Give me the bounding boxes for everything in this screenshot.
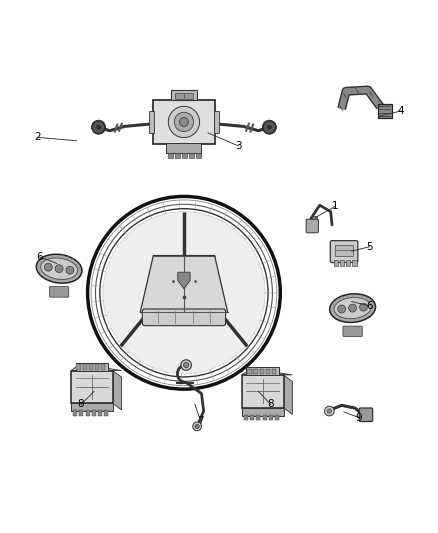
Text: 6: 6 bbox=[366, 301, 373, 311]
Text: 1: 1 bbox=[182, 94, 186, 99]
Bar bbox=[75, 362, 109, 370]
Bar bbox=[189, 152, 194, 158]
Bar bbox=[247, 369, 251, 374]
Bar bbox=[352, 260, 357, 265]
FancyBboxPatch shape bbox=[306, 219, 318, 233]
Bar bbox=[168, 152, 173, 158]
Bar bbox=[182, 152, 187, 158]
Circle shape bbox=[44, 263, 52, 271]
Bar bbox=[71, 403, 113, 411]
Bar bbox=[171, 91, 197, 100]
Circle shape bbox=[181, 360, 191, 370]
Bar bbox=[88, 365, 93, 370]
Circle shape bbox=[97, 125, 100, 129]
Text: 1: 1 bbox=[332, 201, 339, 212]
Circle shape bbox=[193, 422, 201, 431]
Polygon shape bbox=[140, 255, 228, 312]
Text: 9: 9 bbox=[356, 413, 363, 423]
Circle shape bbox=[268, 125, 271, 129]
Text: 8: 8 bbox=[78, 399, 85, 409]
Circle shape bbox=[103, 212, 265, 374]
Circle shape bbox=[66, 266, 74, 274]
Bar bbox=[265, 369, 270, 374]
FancyBboxPatch shape bbox=[49, 287, 69, 297]
Circle shape bbox=[360, 303, 367, 311]
FancyBboxPatch shape bbox=[71, 370, 113, 403]
Bar bbox=[257, 415, 260, 420]
Text: 5: 5 bbox=[366, 242, 373, 252]
Circle shape bbox=[195, 424, 199, 429]
Bar bbox=[175, 93, 193, 99]
Circle shape bbox=[92, 121, 105, 133]
Text: 4: 4 bbox=[397, 106, 404, 116]
Circle shape bbox=[168, 106, 200, 138]
FancyBboxPatch shape bbox=[378, 104, 392, 118]
Bar bbox=[244, 415, 248, 420]
Bar bbox=[166, 143, 201, 152]
Text: 3: 3 bbox=[235, 141, 242, 151]
Bar bbox=[275, 415, 279, 420]
Bar bbox=[346, 260, 350, 265]
Bar bbox=[259, 369, 264, 374]
Text: 7: 7 bbox=[197, 416, 204, 426]
Polygon shape bbox=[242, 368, 293, 375]
Bar bbox=[196, 152, 201, 158]
FancyBboxPatch shape bbox=[142, 309, 226, 326]
Bar bbox=[263, 415, 266, 420]
Polygon shape bbox=[178, 272, 190, 289]
Bar bbox=[214, 111, 219, 133]
Bar bbox=[149, 111, 154, 133]
Ellipse shape bbox=[36, 254, 82, 283]
Bar bbox=[251, 415, 254, 420]
Polygon shape bbox=[283, 375, 293, 414]
Circle shape bbox=[338, 305, 346, 313]
Bar bbox=[98, 410, 102, 416]
Ellipse shape bbox=[41, 258, 78, 279]
Bar bbox=[101, 365, 105, 370]
Bar bbox=[340, 260, 344, 265]
Circle shape bbox=[263, 121, 276, 133]
FancyBboxPatch shape bbox=[359, 408, 373, 422]
Circle shape bbox=[180, 117, 188, 126]
Circle shape bbox=[325, 406, 334, 416]
FancyBboxPatch shape bbox=[343, 326, 362, 336]
Polygon shape bbox=[113, 370, 122, 410]
Polygon shape bbox=[71, 364, 122, 370]
Bar bbox=[95, 365, 99, 370]
Circle shape bbox=[349, 304, 357, 312]
Circle shape bbox=[55, 265, 63, 273]
Bar bbox=[253, 369, 258, 374]
Bar bbox=[312, 216, 317, 219]
FancyBboxPatch shape bbox=[242, 375, 283, 408]
Bar bbox=[76, 365, 81, 370]
FancyBboxPatch shape bbox=[153, 100, 215, 144]
Bar bbox=[85, 410, 89, 416]
FancyBboxPatch shape bbox=[330, 241, 358, 263]
Text: 6: 6 bbox=[36, 252, 43, 262]
Circle shape bbox=[103, 212, 265, 374]
Circle shape bbox=[262, 120, 276, 134]
Bar bbox=[80, 410, 83, 416]
Bar bbox=[73, 410, 77, 416]
Circle shape bbox=[327, 409, 332, 413]
Circle shape bbox=[184, 362, 189, 368]
Bar bbox=[175, 152, 180, 158]
Bar bbox=[334, 260, 338, 265]
Bar bbox=[335, 246, 353, 256]
Circle shape bbox=[92, 120, 106, 134]
Bar bbox=[82, 365, 87, 370]
Bar bbox=[104, 410, 108, 416]
Bar bbox=[269, 415, 272, 420]
Bar bbox=[242, 408, 284, 416]
Ellipse shape bbox=[334, 297, 371, 319]
Bar bbox=[246, 367, 279, 375]
Bar bbox=[92, 410, 95, 416]
Circle shape bbox=[174, 112, 194, 132]
Bar bbox=[272, 369, 276, 374]
Ellipse shape bbox=[330, 294, 375, 322]
Text: 2: 2 bbox=[34, 132, 41, 142]
Text: 8: 8 bbox=[267, 399, 274, 409]
